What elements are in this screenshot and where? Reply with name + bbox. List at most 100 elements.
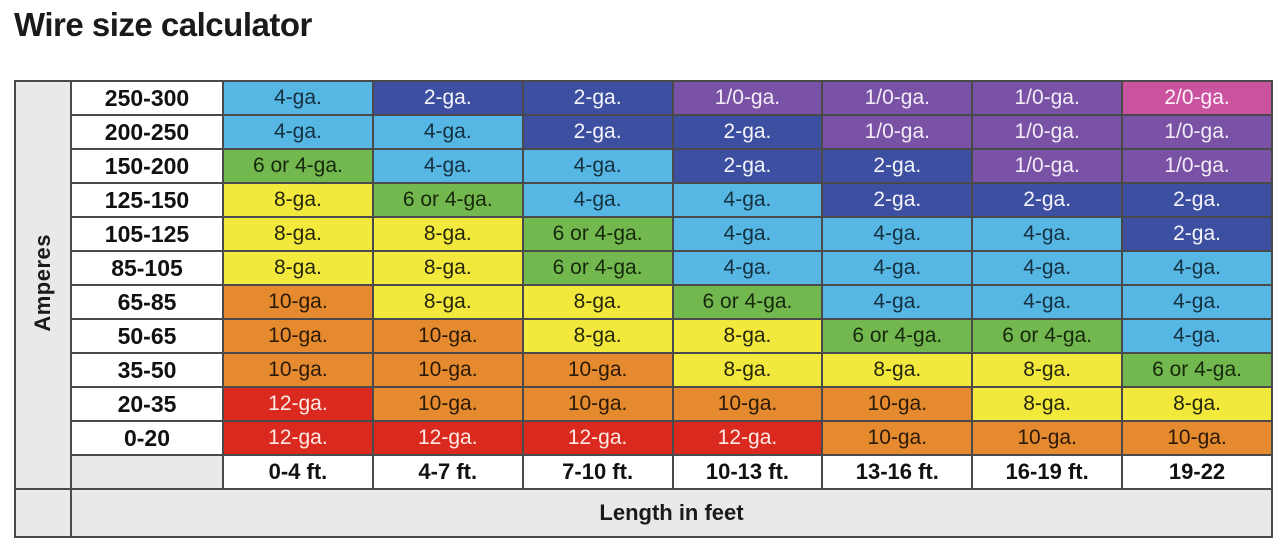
wire-gauge-cell: 4-ga. — [821, 250, 974, 286]
wire-gauge-cell: 4-ga. — [971, 284, 1124, 320]
wire-gauge-cell: 10-ga. — [222, 352, 374, 388]
bottom-corner-spacer — [14, 488, 72, 538]
length-header-row: 0-4 ft. 4-7 ft. 7-10 ft. 10-13 ft. 13-16 ft.… — [15, 454, 1273, 490]
wire-gauge-cell: 8-ga. — [821, 352, 974, 388]
amperes-axis-cell: Amperes — [14, 80, 72, 490]
wire-gauge-cell: 12-ga. — [371, 420, 524, 456]
length-header: 16-19 ft. — [971, 454, 1124, 490]
wire-gauge-cell: 4-ga. — [1121, 284, 1273, 320]
table-row: 20-35 12-ga. 10-ga. 10-ga. 10-ga. 10-ga. 8-ga.… — [15, 386, 1273, 422]
wire-gauge-cell: 1/0-ga. — [821, 114, 974, 150]
wire-gauge-cell: 6 or 4-ga. — [521, 250, 674, 286]
wire-gauge-cell: 2-ga. — [671, 114, 824, 150]
wire-gauge-cell: 8-ga. — [521, 318, 674, 354]
wire-gauge-cell: 6 or 4-ga. — [971, 318, 1124, 354]
wire-gauge-cell: 8-ga. — [971, 386, 1124, 422]
wire-gauge-cell: 10-ga. — [371, 352, 524, 388]
wire-gauge-cell: 4-ga. — [222, 80, 374, 116]
wire-gauge-cell: 4-ga. — [371, 148, 524, 184]
wire-gauge-cell: 4-ga. — [971, 216, 1124, 252]
table-row: 0-20 12-ga. 12-ga. 12-ga. 12-ga. 10-ga. 10-ga.… — [15, 420, 1273, 456]
table-row: 65-85 10-ga. 8-ga. 8-ga. 6 or 4-ga. 4-ga. 4-ga… — [15, 284, 1273, 320]
wire-gauge-cell: 1/0-ga. — [821, 80, 974, 116]
table-body: Amperes 250-300 4-ga. 2-ga. 2-ga. 1/0-ga. 1/0-… — [14, 80, 1273, 538]
wire-gauge-cell: 4-ga. — [1121, 318, 1273, 354]
length-header-spacer — [70, 454, 224, 490]
wire-gauge-cell: 8-ga. — [371, 216, 524, 252]
length-header: 4-7 ft. — [371, 454, 524, 490]
wire-gauge-cell: 6 or 4-ga. — [222, 148, 374, 184]
wire-gauge-cell: 12-ga. — [222, 386, 374, 422]
table-row: 150-200 6 or 4-ga. 4-ga. 4-ga. 2-ga. 2-ga. 1/0… — [15, 148, 1273, 184]
wire-gauge-cell: 2-ga. — [521, 114, 674, 150]
wire-gauge-cell: 10-ga. — [371, 318, 524, 354]
amperes-range-label: 200-250 — [70, 114, 224, 150]
wire-gauge-cell: 10-ga. — [222, 284, 374, 320]
wire-gauge-cell: 1/0-ga. — [971, 80, 1124, 116]
wire-gauge-cell: 12-ga. — [521, 420, 674, 456]
length-header: 0-4 ft. — [222, 454, 374, 490]
wire-gauge-cell: 10-ga. — [1121, 420, 1273, 456]
wire-gauge-cell: 8-ga. — [371, 284, 524, 320]
wire-gauge-cell: 2-ga. — [971, 182, 1124, 218]
table-row: 125-150 8-ga. 6 or 4-ga. 4-ga. 4-ga. 2-ga. 2-g… — [15, 182, 1273, 218]
wire-gauge-cell: 6 or 4-ga. — [521, 216, 674, 252]
wire-gauge-cell: 2-ga. — [1121, 182, 1273, 218]
wire-gauge-cell: 4-ga. — [521, 182, 674, 218]
wire-gauge-cell: 8-ga. — [521, 284, 674, 320]
wire-gauge-cell: 6 or 4-ga. — [821, 318, 974, 354]
page: Wire size calculator Amperes 250-300 4-ga.… — [0, 5, 1273, 551]
wire-gauge-cell: 8-ga. — [222, 216, 374, 252]
length-header: 19-22 — [1121, 454, 1273, 490]
wire-gauge-cell: 10-ga. — [371, 386, 524, 422]
wire-gauge-cell: 10-ga. — [971, 420, 1124, 456]
wire-gauge-cell: 4-ga. — [521, 148, 674, 184]
length-axis-label: Length in feet — [70, 488, 1273, 538]
wire-gauge-cell: 8-ga. — [971, 352, 1124, 388]
amperes-range-label: 105-125 — [70, 216, 224, 252]
wire-gauge-cell: 2-ga. — [371, 80, 524, 116]
wire-gauge-cell: 10-ga. — [521, 352, 674, 388]
wire-gauge-cell: 8-ga. — [671, 318, 824, 354]
wire-gauge-cell: 2-ga. — [821, 148, 974, 184]
wire-gauge-cell: 2-ga. — [1121, 216, 1273, 252]
amperes-axis-label: Amperes — [30, 233, 55, 332]
wire-gauge-cell: 12-ga. — [222, 420, 374, 456]
length-header: 7-10 ft. — [521, 454, 674, 490]
wire-gauge-cell: 1/0-ga. — [971, 114, 1124, 150]
wire-gauge-cell: 8-ga. — [222, 250, 374, 286]
amperes-range-label: 20-35 — [70, 386, 224, 422]
amperes-range-label: 250-300 — [70, 80, 224, 116]
wire-gauge-cell: 10-ga. — [671, 386, 824, 422]
wire-gauge-cell: 4-ga. — [821, 216, 974, 252]
wire-gauge-cell: 2/0-ga. — [1121, 80, 1273, 116]
page-title: Wire size calculator — [14, 6, 312, 43]
wire-gauge-cell: 4-ga. — [671, 182, 824, 218]
wire-gauge-cell: 2-ga. — [821, 182, 974, 218]
wire-gauge-cell: 1/0-ga. — [1121, 114, 1273, 150]
wire-gauge-cell: 10-ga. — [821, 420, 974, 456]
wire-gauge-cell: 12-ga. — [671, 420, 824, 456]
amperes-range-label: 35-50 — [70, 352, 224, 388]
wire-gauge-cell: 1/0-ga. — [1121, 148, 1273, 184]
wire-gauge-cell: 6 or 4-ga. — [671, 284, 824, 320]
wire-gauge-cell: 4-ga. — [222, 114, 374, 150]
wire-gauge-cell: 6 or 4-ga. — [371, 182, 524, 218]
wire-gauge-cell: 4-ga. — [671, 216, 824, 252]
wire-gauge-cell: 4-ga. — [821, 284, 974, 320]
wire-gauge-cell: 4-ga. — [671, 250, 824, 286]
wire-gauge-cell: 2-ga. — [671, 148, 824, 184]
wire-gauge-cell: 4-ga. — [371, 114, 524, 150]
length-axis-row: Length in feet — [14, 488, 1273, 538]
wire-gauge-cell: 10-ga. — [521, 386, 674, 422]
amperes-range-label: 125-150 — [70, 182, 224, 218]
wire-gauge-cell: 2-ga. — [521, 80, 674, 116]
amperes-range-label: 65-85 — [70, 284, 224, 320]
wire-gauge-cell: 10-ga. — [821, 386, 974, 422]
wire-gauge-cell: 6 or 4-ga. — [1121, 352, 1273, 388]
length-header: 10-13 ft. — [671, 454, 824, 490]
wire-gauge-cell: 4-ga. — [1121, 250, 1273, 286]
wire-gauge-cell: 8-ga. — [671, 352, 824, 388]
table-row: 50-65 10-ga. 10-ga. 8-ga. 8-ga. 6 or 4-ga. 6 o… — [15, 318, 1273, 354]
wire-gauge-cell: 1/0-ga. — [671, 80, 824, 116]
